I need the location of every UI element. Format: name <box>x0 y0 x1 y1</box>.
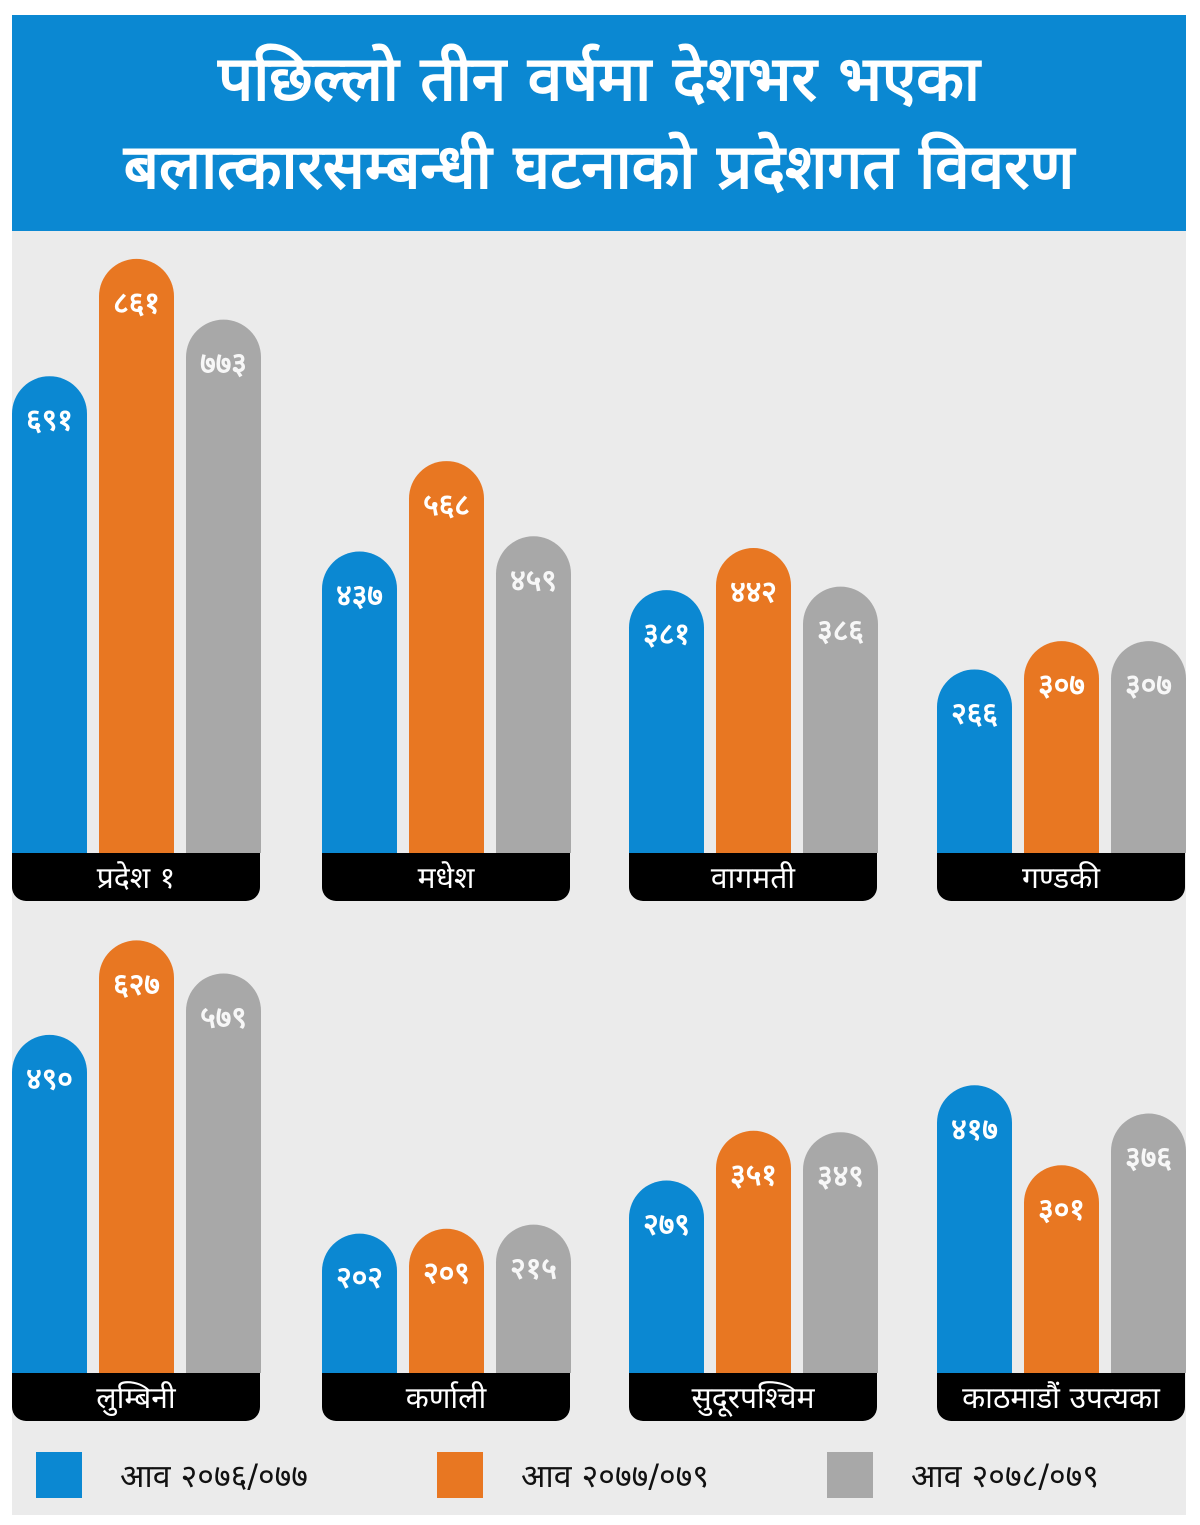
legend-item-2076: आव २०७६/०७७ <box>36 1451 308 1499</box>
legend-label: आव २०७७/०७९ <box>521 1456 709 1495</box>
chart-title-line-1: पछिल्लो तीन वर्षमा देशभर भएका <box>218 42 980 115</box>
region-panel: ४३७ ५६८ ४५९ मधेश <box>322 461 571 901</box>
title-band: पछिल्लो तीन वर्षमा देशभर भएका बलात्कारसम… <box>12 15 1186 231</box>
bar-value-label: ३५१ <box>730 1158 777 1193</box>
bar <box>322 551 397 853</box>
region-label: कर्णाली <box>406 1381 488 1416</box>
bar-value-label: ३७६ <box>1125 1141 1172 1176</box>
chart-title-line-2: बलात्कारसम्बन्धी घटनाको प्रदेशगत विवरण <box>123 130 1075 203</box>
legend-label: आव २०७८/०७९ <box>911 1456 1099 1495</box>
region-label-strip <box>12 1373 260 1421</box>
legend-label: आव २०७६/०७७ <box>120 1456 308 1495</box>
bar <box>12 1034 87 1373</box>
bar <box>496 1224 571 1373</box>
legend-swatch <box>36 1452 82 1498</box>
bar-value-label: ३०७ <box>1125 668 1172 703</box>
bar-value-label: २०९ <box>423 1256 470 1291</box>
bar <box>186 973 261 1373</box>
region-label: वागमती <box>711 861 796 896</box>
region-label: काठमाडौं उपत्यका <box>962 1381 1161 1416</box>
bar <box>803 586 878 853</box>
bar <box>12 376 87 853</box>
bar <box>409 1228 484 1373</box>
region-panel: २७९ ३५१ ३४९ सुदूरपश्चिम <box>629 1130 878 1421</box>
region-label-strip <box>12 853 260 901</box>
bar <box>629 590 704 853</box>
bar-value-label: २६६ <box>951 696 998 731</box>
bar-value-label: ८६१ <box>113 286 160 321</box>
bar <box>1111 1113 1186 1373</box>
legend: आव २०७६/०७७ आव २०७७/०७९ आव २०७८/०७९ <box>12 1445 1186 1505</box>
legend-swatch <box>437 1452 483 1498</box>
bar-value-label: ४३७ <box>336 578 383 613</box>
legend-item-2077: आव २०७७/०७९ <box>437 1451 709 1499</box>
bar <box>937 669 1012 853</box>
bar-value-label: २१५ <box>510 1252 557 1287</box>
bar-value-label: ४९० <box>26 1062 73 1097</box>
bar-value-label: २०२ <box>336 1261 383 1296</box>
bar-value-label: ५६८ <box>423 488 470 523</box>
legend-swatch <box>827 1452 873 1498</box>
bar-value-label: ३०७ <box>1038 668 1085 703</box>
bar <box>409 461 484 853</box>
region-label-strip <box>629 853 877 901</box>
region-label: गण्डकी <box>1022 861 1101 896</box>
region-panel: ४९० ६२७ ५७९ लुम्बिनी <box>12 940 261 1421</box>
region-panel: ४१७ ३०१ ३७६ काठमाडौं उपत्यका <box>937 1085 1186 1421</box>
bar <box>1111 641 1186 853</box>
bar <box>1024 1165 1099 1373</box>
bar <box>322 1233 397 1373</box>
bar-value-label: ३४९ <box>817 1159 864 1194</box>
chart-frame: पछिल्लो तीन वर्षमा देशभर भएका बलात्कारसम… <box>12 15 1186 1515</box>
bar <box>1024 641 1099 853</box>
bar-value-label: ३८६ <box>817 614 864 649</box>
region-panel: २६६ ३०७ ३०७ गण्डकी <box>937 641 1186 901</box>
region-label-strip <box>629 1373 877 1421</box>
bar <box>186 319 261 854</box>
region-panel: २०२ २०९ २१५ कर्णाली <box>322 1224 571 1421</box>
bar-value-label: ५७९ <box>200 1000 247 1035</box>
bar-chart-panels: ६९१ ८६१ ७७३ प्रदेश १ ४३७ ५६८ ४५९ मधेश ३८१ ४४२ ३८६ व… <box>12 258 1186 1421</box>
bar-value-label: ३८१ <box>643 617 690 652</box>
legend-item-2078: आव २०७८/०७९ <box>827 1451 1099 1499</box>
region-label: लुम्बिनी <box>96 1381 177 1417</box>
bar <box>99 258 174 853</box>
bar-value-label: ४४२ <box>730 575 777 610</box>
region-label-strip <box>937 853 1185 901</box>
bar <box>937 1085 1012 1373</box>
bar <box>803 1132 878 1373</box>
region-label: प्रदेश १ <box>97 861 176 896</box>
bar-value-label: २७९ <box>643 1207 690 1242</box>
bar-value-label: ६९१ <box>26 403 73 438</box>
region-label-strip <box>322 853 570 901</box>
bar <box>99 940 174 1373</box>
bar-value-label: ६२७ <box>113 967 160 1002</box>
region-label: मधेश <box>418 861 475 896</box>
bar-value-label: ४५९ <box>510 563 557 598</box>
bar-value-label: ३०१ <box>1038 1192 1085 1227</box>
region-label-strip <box>322 1373 570 1421</box>
region-panel: ६९१ ८६१ ७७३ प्रदेश १ <box>12 258 261 901</box>
bar <box>629 1180 704 1373</box>
bar-value-label: ४१७ <box>951 1112 998 1147</box>
bar <box>496 536 571 853</box>
bar <box>716 1130 791 1373</box>
region-label: सुदूरपश्चिम <box>691 1381 815 1417</box>
bar <box>716 548 791 853</box>
region-label-strip <box>937 1373 1185 1421</box>
region-panel: ३८१ ४४२ ३८६ वागमती <box>629 548 878 901</box>
bar-value-label: ७७३ <box>200 347 247 382</box>
